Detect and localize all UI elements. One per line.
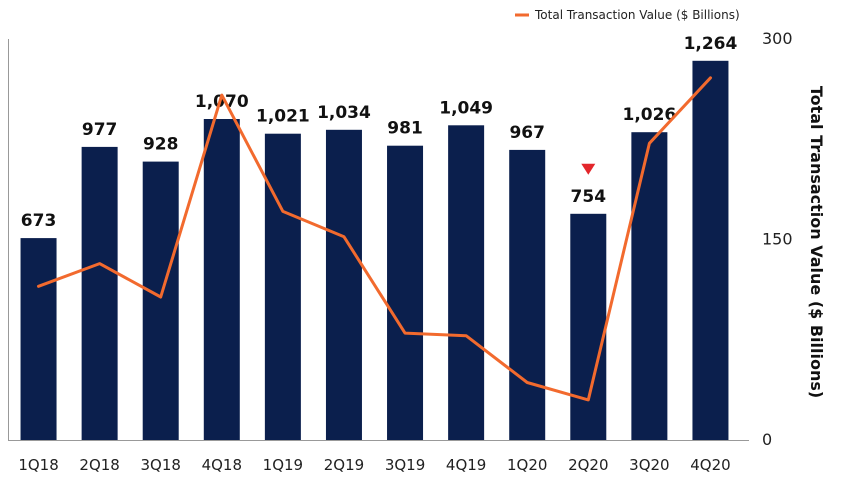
right-tick-label: 300 — [762, 29, 793, 48]
right-axis-title: Total Transaction Value ($ Billions) — [807, 86, 826, 398]
x-tick-label: 2Q20 — [568, 456, 608, 474]
x-tick-label: 1Q18 — [18, 456, 58, 474]
legend: Total Transaction Value ($ Billions) — [515, 8, 740, 22]
x-tick-label: 1Q19 — [263, 456, 303, 474]
bar-3Q19 — [387, 145, 424, 440]
x-tick-label: 1Q20 — [507, 456, 547, 474]
x-tick-label: 3Q19 — [385, 456, 425, 474]
x-tick-label: 2Q18 — [79, 456, 119, 474]
bar-4Q19 — [448, 125, 485, 441]
right-tick-labels: 0 150 300 — [762, 29, 793, 449]
bar-3Q20 — [631, 132, 668, 440]
x-tick-labels: 1Q18 2Q18 3Q18 4Q18 1Q19 2Q19 3Q19 4Q19 1Q20 2Q20… — [18, 456, 730, 474]
legend-label: Total Transaction Value ($ Billions) — [534, 8, 740, 22]
bar-2Q19 — [325, 129, 362, 441]
right-tick-label: 0 — [762, 430, 772, 449]
bar-4Q18 — [203, 119, 240, 440]
bar-value-label: 1,070 — [195, 92, 249, 112]
bar-1Q18 — [20, 238, 57, 440]
bar-value-label: 928 — [143, 135, 179, 155]
bar-group — [20, 60, 729, 441]
right-tick-label: 150 — [762, 230, 793, 249]
annotation-down-triangle — [581, 163, 596, 175]
x-tick-label: 3Q20 — [629, 456, 669, 474]
x-tick-label: 2Q19 — [324, 456, 364, 474]
bar-value-label: 981 — [387, 119, 423, 139]
bar-value-label: 977 — [82, 120, 118, 140]
bar-label-group: 673 977 928 1,070 1,021 1,034 981 1,049 967 754 1,… — [21, 34, 738, 231]
bar-value-label: 1,021 — [256, 107, 310, 127]
bar-1Q20 — [509, 149, 546, 440]
bar-2Q18 — [81, 146, 118, 440]
bar-3Q18 — [142, 161, 179, 440]
line-series — [37, 76, 712, 402]
transaction-value-line — [37, 76, 712, 402]
x-tick-label: 3Q18 — [140, 456, 180, 474]
bar-value-label: 1,264 — [684, 34, 738, 54]
bar-value-label: 1,049 — [439, 98, 493, 118]
x-tick-label: 4Q18 — [202, 456, 242, 474]
bar-4Q20 — [692, 60, 729, 441]
bar-value-label: 673 — [21, 211, 57, 231]
bar-2Q20 — [570, 213, 607, 440]
x-tick-label: 4Q19 — [446, 456, 486, 474]
bar-value-label: 1,034 — [317, 103, 371, 123]
bar-1Q19 — [264, 133, 301, 440]
bar-value-label: 754 — [571, 187, 607, 207]
x-tick-label: 4Q20 — [690, 456, 730, 474]
bar-value-label: 967 — [509, 123, 545, 143]
bar-value-label: 1,026 — [622, 105, 676, 125]
